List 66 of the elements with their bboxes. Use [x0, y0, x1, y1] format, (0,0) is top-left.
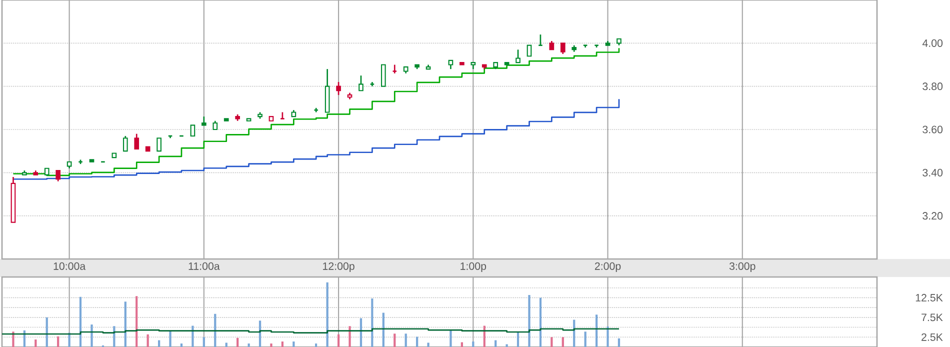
x-tick-label: 11:00a	[188, 262, 220, 270]
bar	[248, 343, 250, 347]
bar	[450, 330, 452, 347]
candlestick	[358, 74, 364, 92]
bar	[584, 332, 586, 347]
bar	[550, 337, 553, 347]
candlestick	[156, 138, 162, 152]
y-tick-label: 12.5K	[916, 294, 943, 302]
bar	[539, 298, 542, 347]
x-tick-label: 10:00a	[54, 262, 86, 270]
candlestick	[380, 64, 386, 87]
x-tick-label: 1:00p	[460, 262, 486, 272]
bar	[281, 341, 284, 347]
y-tick-label: 3.40	[922, 168, 943, 176]
y-tick-label: 7.5K	[922, 314, 943, 322]
bar	[427, 342, 430, 347]
candlestick	[392, 64, 398, 74]
bar	[315, 343, 318, 347]
y-tick-label: 4.00	[922, 39, 943, 47]
bar	[416, 336, 418, 347]
bar	[337, 334, 340, 347]
candlestick	[56, 170, 61, 182]
bar	[562, 337, 564, 347]
bar	[136, 296, 138, 347]
bar	[34, 340, 37, 347]
y-tick-label: 2.5K	[922, 333, 943, 341]
bar	[192, 326, 194, 347]
bar	[270, 343, 272, 347]
x-tick-label: 2:00p	[594, 262, 621, 272]
x-tick-label: 3:00p	[729, 262, 756, 272]
bar	[146, 334, 149, 347]
y-tick-label: 3.80	[922, 82, 943, 90]
bar	[382, 312, 384, 347]
bar	[528, 294, 530, 347]
bar	[494, 340, 497, 347]
bar	[90, 324, 93, 347]
bar	[618, 338, 620, 347]
bar	[169, 331, 172, 347]
bar	[158, 340, 160, 347]
y-tick-label: 3.20	[922, 212, 943, 220]
y-tick-label: 3.60	[922, 126, 943, 134]
bar	[404, 334, 407, 347]
bar	[236, 338, 239, 347]
bar	[57, 336, 60, 347]
candlestick	[190, 124, 196, 137]
bar	[394, 334, 396, 347]
candlestick	[134, 133, 140, 150]
bar	[460, 342, 464, 347]
bar	[68, 332, 70, 347]
bar	[292, 341, 295, 347]
bar	[124, 302, 126, 347]
bar	[180, 343, 183, 347]
candlestick	[336, 81, 341, 96]
candlestick	[516, 48, 520, 64]
candlestick	[526, 44, 532, 57]
bar	[46, 317, 48, 347]
bar	[202, 337, 205, 347]
bar	[595, 314, 598, 347]
x-tick-label: 12:00p	[323, 262, 354, 272]
bar	[472, 341, 474, 347]
candlestick	[560, 42, 566, 55]
candlestick	[122, 135, 128, 152]
bar	[348, 326, 351, 347]
bar	[506, 344, 508, 347]
bar	[79, 296, 82, 347]
candlestick	[538, 34, 544, 46]
